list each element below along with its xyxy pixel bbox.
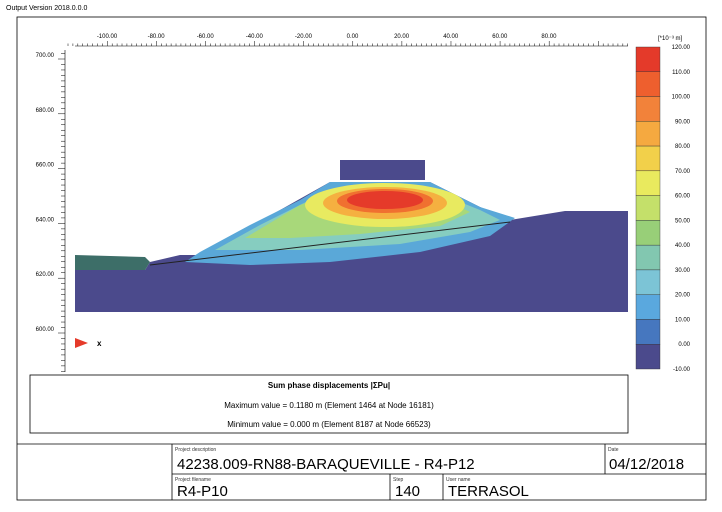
axis-label: x xyxy=(97,339,102,348)
x-tick-label: -60.00 xyxy=(197,34,215,40)
label: Step xyxy=(393,477,404,483)
x-tick-label: -100.00 xyxy=(97,34,118,40)
legend-max: Maximum value = 0.1180 m (Element 1464 a… xyxy=(224,401,434,410)
colorbar-band xyxy=(635,294,661,320)
colorbar-label: 90.00 xyxy=(675,119,691,125)
y-tick-label: 600.00 xyxy=(36,327,55,333)
y-tick-label: 700.00 xyxy=(36,53,55,59)
colorbar-band xyxy=(635,220,661,246)
colorbar-unit: [*10⁻³ m] xyxy=(658,36,683,42)
colorbar-label: 60.00 xyxy=(675,194,691,200)
y-tick-label: 680.00 xyxy=(36,108,55,114)
colorbar-band xyxy=(635,170,661,196)
x-tick-label: -20.00 xyxy=(295,34,313,40)
colorbar-label: 20.00 xyxy=(675,293,691,299)
label: Date xyxy=(608,447,619,453)
colorbar-label: 110.00 xyxy=(672,70,691,76)
x-tick-label: -80.00 xyxy=(148,34,166,40)
step: 140 xyxy=(395,483,420,500)
filename: R4-P10 xyxy=(177,483,228,500)
colorbar-label: 40.00 xyxy=(675,243,691,249)
colorbar-band xyxy=(635,96,661,122)
label: User name xyxy=(446,477,471,483)
x-tick-label: 20.00 xyxy=(394,34,410,40)
colorbar-band xyxy=(635,46,661,72)
x-tick-label: -40.00 xyxy=(246,34,264,40)
x-tick-label: 0.00 xyxy=(347,34,359,40)
legend-box xyxy=(29,374,629,434)
colorbar-label: 0.00 xyxy=(678,342,690,348)
x-tick-label: 80.00 xyxy=(541,34,557,40)
axes xyxy=(58,41,628,372)
colorbar-label: 80.00 xyxy=(675,144,691,150)
colorbar-band xyxy=(635,71,661,97)
colorbar-label: 30.00 xyxy=(675,268,691,274)
label: Project description xyxy=(175,447,216,453)
y-tick-label: 620.00 xyxy=(36,272,55,278)
y-tick-label: 640.00 xyxy=(36,217,55,223)
colorbar-label: -10.00 xyxy=(673,367,691,373)
version: Output Version 2018.0.0.0 xyxy=(6,5,87,12)
x-tick-label: 40.00 xyxy=(443,34,459,40)
frame xyxy=(16,16,707,501)
colorbar xyxy=(635,46,661,370)
colorbar-band xyxy=(635,145,661,172)
colorbar-band xyxy=(635,344,661,370)
x-tick-label: 60.00 xyxy=(492,34,508,40)
user: TERRASOL xyxy=(448,483,529,500)
colorbar-label: 10.00 xyxy=(675,317,691,323)
colorbar-band xyxy=(635,269,661,295)
legend-title: Sum phase displacements |ΣPu| xyxy=(268,381,390,390)
colorbar-label: 50.00 xyxy=(675,218,691,224)
colorbar-band xyxy=(635,319,661,345)
colorbar-band xyxy=(635,195,661,221)
colorbar-label: 70.00 xyxy=(675,169,691,175)
model xyxy=(75,160,628,348)
colorbar-band xyxy=(635,244,661,271)
project-description: 42238.009-RN88-BARAQUEVILLE - R4-P12 xyxy=(177,456,475,473)
y-tick-label: 660.00 xyxy=(36,163,55,169)
colorbar-label: 120.00 xyxy=(672,45,691,51)
colorbar-band xyxy=(635,121,661,147)
colorbar-label: 100.00 xyxy=(672,95,691,101)
title-block xyxy=(17,443,706,500)
label: Project filename xyxy=(175,477,211,483)
date: 04/12/2018 xyxy=(609,456,684,473)
legend-min: Minimum value = 0.000 m (Element 8187 at… xyxy=(227,420,431,429)
